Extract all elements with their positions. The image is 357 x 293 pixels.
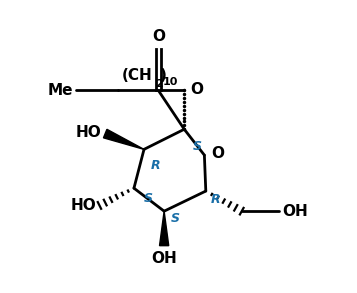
- Text: O: O: [152, 30, 165, 45]
- Text: OH: OH: [151, 251, 177, 266]
- Text: O: O: [212, 146, 225, 161]
- Polygon shape: [160, 211, 169, 246]
- Polygon shape: [104, 129, 144, 149]
- Text: (CH: (CH: [121, 68, 152, 83]
- Text: ): ): [160, 68, 166, 83]
- Text: Me: Me: [47, 83, 73, 98]
- Text: HO: HO: [70, 198, 96, 213]
- Text: OH: OH: [282, 204, 308, 219]
- Text: S: S: [171, 212, 180, 225]
- Text: R: R: [211, 193, 221, 206]
- Text: S: S: [193, 140, 202, 153]
- Text: 2: 2: [155, 79, 163, 89]
- Text: HO: HO: [76, 125, 102, 140]
- Text: O: O: [191, 81, 203, 96]
- Text: S: S: [144, 192, 153, 205]
- Text: 10: 10: [163, 77, 178, 87]
- Text: R: R: [151, 159, 160, 172]
